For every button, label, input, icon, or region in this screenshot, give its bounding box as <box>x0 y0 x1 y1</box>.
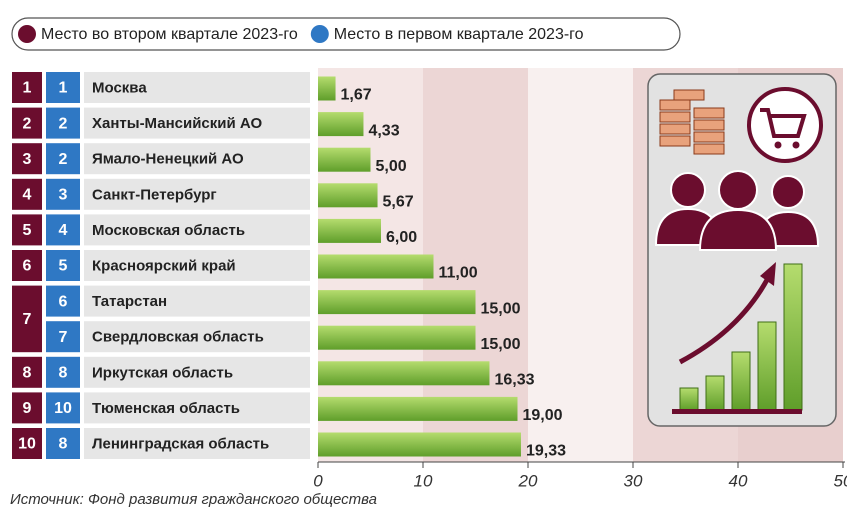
chart: Место во втором квартале 2023-го Место в … <box>0 0 847 509</box>
bar <box>318 148 371 172</box>
category-label: Тюменская область <box>92 400 240 417</box>
category-label: Санкт-Петербург <box>92 186 217 203</box>
category-label: Свердловская область <box>92 329 264 346</box>
legend-label: Место во втором квартале 2023-го <box>41 26 298 43</box>
value-label: 19,00 <box>523 407 563 424</box>
bar <box>318 112 363 136</box>
rank-q2: 5 <box>23 222 32 239</box>
category-label: Ленинградская область <box>92 435 269 452</box>
legend-swatch <box>18 25 36 43</box>
x-tick-label: 30 <box>624 471 643 490</box>
band <box>528 68 633 462</box>
bar <box>318 361 489 385</box>
rank-q1: 5 <box>59 258 68 275</box>
value-label: 19,33 <box>526 443 566 460</box>
category-label: Московская область <box>92 222 245 239</box>
x-tick-label: 10 <box>414 471 433 490</box>
rank-q1: 4 <box>59 222 68 239</box>
value-label: 11,00 <box>439 265 478 282</box>
x-tick-label: 40 <box>729 471 748 490</box>
bar <box>318 326 476 350</box>
legend-label: Место в первом квартале 2023-го <box>334 26 584 43</box>
bar <box>318 183 378 207</box>
value-label: 6,00 <box>386 229 417 246</box>
rank-q1: 10 <box>54 400 72 417</box>
category-label: Ямало-Ненецкий АО <box>92 151 244 168</box>
source: Источник: Фонд развития гражданского общ… <box>10 491 377 508</box>
icon-panel <box>648 74 836 426</box>
category-label: Красноярский край <box>92 257 236 274</box>
bar <box>318 433 521 457</box>
bar <box>318 290 476 314</box>
rank-q1: 2 <box>59 151 68 168</box>
value-label: 15,00 <box>481 300 521 317</box>
bar <box>318 77 336 101</box>
value-label: 15,00 <box>481 336 521 353</box>
rank-q2: 10 <box>18 436 36 453</box>
rank-q1: 6 <box>59 293 68 310</box>
rank-q1: 7 <box>59 329 68 346</box>
legend-swatch <box>311 25 329 43</box>
rank-q2: 9 <box>23 400 32 417</box>
x-tick-label: 20 <box>518 471 538 490</box>
rank-q1: 8 <box>59 436 68 453</box>
category-label: Татарстан <box>92 293 167 310</box>
value-label: 4,33 <box>368 122 399 139</box>
value-label: 1,67 <box>341 87 372 104</box>
rank-q1: 1 <box>59 80 68 97</box>
bar <box>318 397 518 421</box>
rank-q2: 3 <box>23 151 32 168</box>
rank-q2: 6 <box>23 258 32 275</box>
rank-q2: 8 <box>23 365 32 382</box>
x-tick-label: 50 <box>834 471 847 490</box>
x-tick-label: 0 <box>313 471 323 490</box>
category-label: Ханты-Мансийский АО <box>92 115 263 132</box>
value-label: 5,00 <box>376 158 407 175</box>
rank-q2: 4 <box>23 187 32 204</box>
rank-q2: 7 <box>23 311 32 328</box>
bar <box>318 255 434 279</box>
rank-q1: 2 <box>59 115 68 132</box>
rank-q2: 1 <box>23 80 32 97</box>
value-label: 5,67 <box>383 194 414 211</box>
rank-q2: 2 <box>23 115 32 132</box>
rank-q1: 8 <box>59 365 68 382</box>
category-label: Иркутская область <box>92 364 233 381</box>
rank-q1: 3 <box>59 187 68 204</box>
category-label: Москва <box>92 79 147 96</box>
bar <box>318 219 381 243</box>
value-label: 16,33 <box>494 372 534 389</box>
